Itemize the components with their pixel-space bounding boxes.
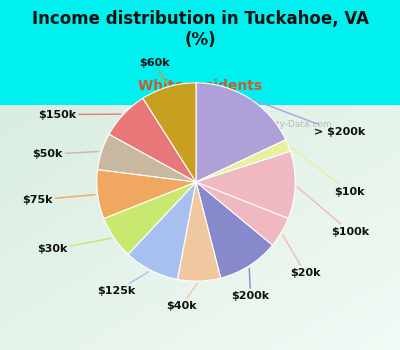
Text: $75k: $75k <box>22 195 95 205</box>
Text: $100k: $100k <box>297 187 369 237</box>
Text: $150k: $150k <box>38 110 121 120</box>
Text: $50k: $50k <box>32 149 99 159</box>
Wedge shape <box>196 182 272 278</box>
Text: $10k: $10k <box>290 147 365 197</box>
Wedge shape <box>196 182 288 245</box>
Text: $60k: $60k <box>139 58 170 84</box>
Text: $30k: $30k <box>37 238 111 254</box>
Wedge shape <box>143 83 196 182</box>
Text: $200k: $200k <box>232 268 270 301</box>
Wedge shape <box>98 134 196 182</box>
Wedge shape <box>196 151 295 218</box>
Text: City-Data.com: City-Data.com <box>268 120 332 129</box>
Wedge shape <box>104 182 196 254</box>
Wedge shape <box>97 169 196 218</box>
Text: $40k: $40k <box>166 284 198 311</box>
Wedge shape <box>196 140 290 182</box>
Wedge shape <box>128 182 196 279</box>
Text: > $200k: > $200k <box>252 99 366 138</box>
Wedge shape <box>196 83 286 182</box>
Text: Income distribution in Tuckahoe, VA
(%): Income distribution in Tuckahoe, VA (%) <box>32 10 368 49</box>
Wedge shape <box>178 182 221 281</box>
Text: $125k: $125k <box>98 272 148 296</box>
Wedge shape <box>109 98 196 182</box>
Text: $20k: $20k <box>283 235 320 278</box>
Text: White residents: White residents <box>138 79 262 93</box>
